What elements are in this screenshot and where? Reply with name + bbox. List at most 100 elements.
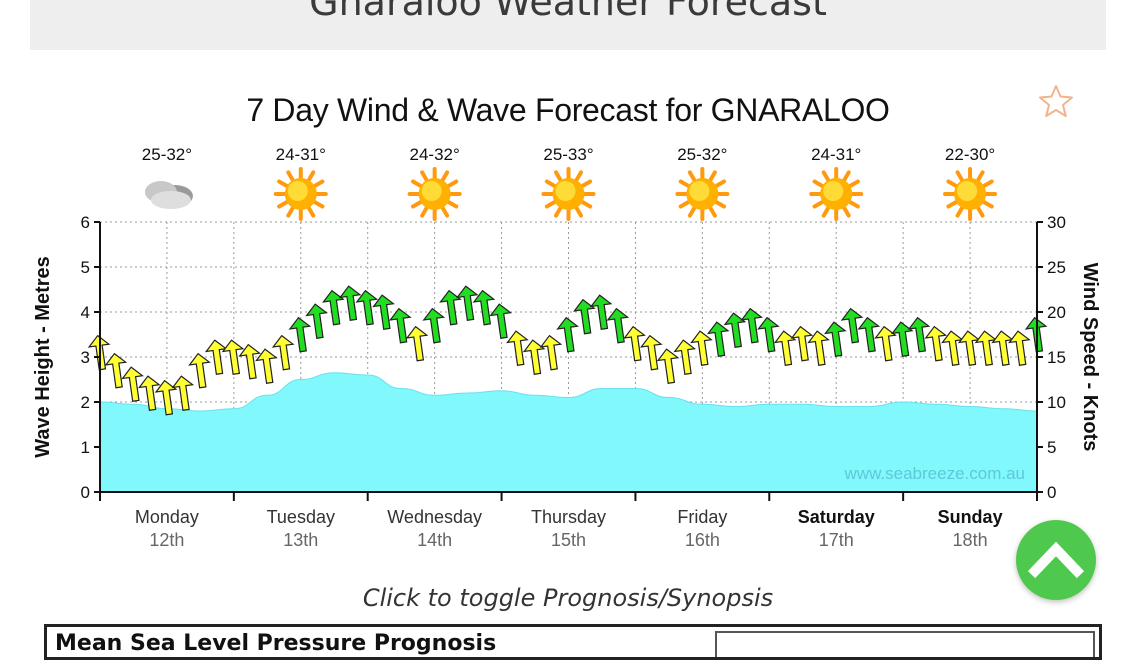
wind-arrow [338,285,362,321]
wind-arrow [355,289,379,326]
sun-icon [943,167,998,221]
wind-arrow [171,375,195,411]
wind-arrow [773,330,797,366]
sun-icon [541,167,596,221]
wind-arrow [137,375,161,411]
wind-arrow [757,316,780,353]
y-tick-label-right: 20 [1047,303,1066,322]
y-tick-label-right: 30 [1047,213,1066,232]
watermark-text: www.seabreeze.com.au [844,464,1025,483]
x-tick-label-date: 17th [819,530,854,550]
wind-arrow [472,289,496,326]
x-tick-label-day: Wednesday [387,507,482,527]
wind-arrow [305,303,328,339]
day-temperature-range: 24-31° [811,145,861,164]
pressure-prognosis-title: Mean Sea Level Pressure Prognosis [55,631,497,656]
page-header: Gnaraloo Weather Forecast [30,0,1106,50]
y-tick-label-left: 1 [81,438,90,457]
day-temperature-range: 22-30° [945,145,995,164]
day-temperature-range: 25-32° [677,145,727,164]
wind-arrow [255,348,278,384]
day-temperature-range: 25-33° [543,145,593,164]
x-tick-label-date: 12th [149,530,184,550]
x-tick-label-date: 16th [685,530,720,550]
wind-arrow [455,285,479,321]
wind-arrow [539,334,563,371]
y-axis-title-right: Wind Speed - Knots [1079,263,1101,452]
wind-arrow [104,352,128,389]
wind-arrow [740,307,763,344]
wind-arrow [1008,330,1031,366]
wind-arrow [439,289,462,326]
scroll-to-top-button[interactable] [1016,520,1096,600]
y-tick-label-left: 3 [81,348,90,367]
wind-arrow [271,334,295,371]
wind-arrow [489,303,513,339]
y-tick-label-left: 5 [81,258,90,277]
y-tick-label-right: 25 [1047,258,1066,277]
wind-arrow [573,298,596,335]
x-tick-label-day: Friday [677,507,727,527]
wind-arrow [238,343,262,380]
favorite-star-icon[interactable] [1038,84,1074,118]
wind-arrow [221,339,245,375]
wind-arrow [639,334,663,371]
wind-wave-chart: 25-32° 24-31° 24-32° 25-33° 25-32° 24-31° 22-3… [32,145,1101,550]
wind-arrow [606,307,630,344]
y-tick-label-left: 2 [81,393,90,412]
wave-height-area [99,372,1038,493]
wind-arrow [121,366,144,402]
pressure-prognosis-panel: Mean Sea Level Pressure Prognosis [44,624,1102,660]
chevron-up-icon [1027,541,1085,579]
toggle-prognosis-synopsis-link[interactable]: Click to toggle Prognosis/Synopsis [362,584,774,612]
wind-arrow [154,379,178,416]
wind-arrow [840,307,864,344]
wind-arrow [706,321,730,357]
wind-arrow [372,294,395,330]
wind-arrow [957,330,981,366]
sun-icon [273,167,328,221]
x-tick-label-date: 14th [417,530,452,550]
y-tick-label-left: 6 [81,213,90,232]
wind-arrow [656,348,680,384]
x-tick-label-day: Sunday [938,507,1003,527]
wind-arrow [924,325,948,362]
chart-title: 7 Day Wind & Wave Forecast for GNARALOO [246,92,890,128]
wind-arrow [807,330,830,366]
sun-icon [809,167,864,221]
wind-arrow [589,294,613,330]
x-tick-label-day: Monday [135,507,199,527]
y-tick-label-right: 15 [1047,348,1066,367]
wind-arrow [890,321,914,357]
x-tick-label-day: Tuesday [267,507,335,527]
wind-arrow [322,289,345,326]
wind-arrow [857,316,881,353]
wind-arrow [556,316,579,353]
wind-arrow [974,330,998,366]
wind-arrow [188,352,211,389]
sun-icon [407,167,462,221]
wind-arrow [690,330,713,366]
wind-arrow [907,316,931,353]
wind-arrow [790,325,814,362]
sun-icon [675,167,730,221]
y-tick-label-left: 4 [81,303,90,322]
wind-arrow [422,307,446,344]
day-temperature-range: 24-32° [410,145,460,164]
x-tick-label-day: Thursday [531,507,606,527]
x-tick-label-date: 13th [283,530,318,550]
x-tick-label-day: Saturday [798,507,875,527]
day-temperature-range: 25-32° [142,145,192,164]
x-tick-label-date: 18th [953,530,988,550]
wind-arrow [991,330,1014,366]
wind-arrow [874,325,897,362]
pressure-prognosis-box [715,631,1095,657]
wind-arrow [288,316,312,353]
wind-arrow [405,325,429,362]
wind-arrow [623,325,646,362]
day-temperature-range: 24-31° [276,145,326,164]
page-title: Gnaraloo Weather Forecast [309,0,827,24]
y-tick-label-right: 5 [1047,438,1056,457]
y-tick-label-left: 0 [81,483,90,502]
wind-arrow [723,312,747,348]
